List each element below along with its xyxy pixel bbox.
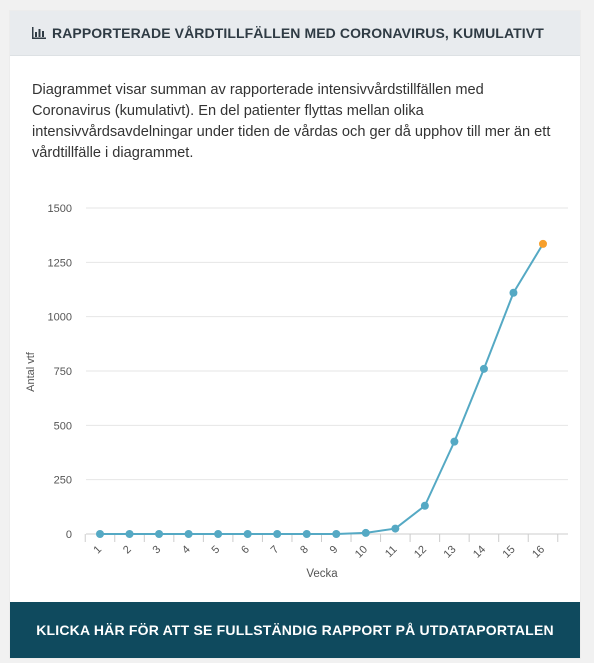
- card-header: RAPPORTERADE VÅRDTILLFÄLLEN MED CORONAVI…: [10, 11, 580, 56]
- x-tick-label: 1: [91, 544, 104, 557]
- x-tick-label: 6: [239, 544, 252, 557]
- y-tick-label: 500: [54, 420, 72, 432]
- chart-description: Diagrammet visar summan av rapporterade …: [32, 82, 551, 161]
- data-point-highlighted: [539, 239, 547, 248]
- data-point: [96, 530, 104, 538]
- y-axis-label: Antal vtf: [25, 351, 37, 392]
- y-tick-label: 750: [54, 366, 72, 378]
- x-tick-label: 5: [210, 544, 223, 557]
- y-tick-label: 250: [54, 475, 72, 487]
- y-tick-label: 0: [66, 529, 72, 541]
- data-point: [243, 530, 252, 538]
- data-point: [302, 530, 311, 538]
- x-tick-label: 11: [383, 544, 400, 561]
- y-tick-label: 1000: [48, 312, 72, 324]
- data-point: [509, 288, 518, 297]
- x-tick-label: 16: [530, 544, 547, 561]
- data-point: [214, 530, 223, 538]
- full-report-button[interactable]: KLICKA HÄR FÖR ATT SE FULLSTÄNDIG RAPPOR…: [10, 602, 580, 658]
- x-tick-label: 8: [298, 544, 311, 557]
- data-point: [391, 524, 400, 533]
- data-point: [155, 530, 164, 538]
- data-point: [479, 364, 488, 373]
- series-vardtillfallen: [96, 239, 547, 538]
- report-card: RAPPORTERADE VÅRDTILLFÄLLEN MED CORONAVI…: [10, 11, 580, 658]
- x-tick-label: 3: [150, 544, 163, 557]
- series-line: [100, 243, 544, 535]
- y-tick-label: 1250: [48, 257, 72, 269]
- grid-lines: [86, 207, 568, 481]
- x-tick-label: 14: [471, 544, 488, 561]
- data-point: [332, 530, 341, 538]
- x-tick-label: 9: [328, 544, 341, 557]
- x-tick-label: 10: [353, 544, 370, 561]
- bar-chart-icon: [32, 27, 46, 39]
- data-point: [125, 530, 134, 538]
- data-point: [361, 528, 370, 537]
- x-tick-label: 4: [180, 544, 193, 557]
- y-tick-label: 1500: [48, 203, 72, 215]
- data-point: [273, 530, 282, 538]
- x-tick-label: 13: [441, 544, 458, 561]
- x-axis-label: Vecka: [306, 568, 338, 580]
- x-tick-label: 15: [501, 544, 518, 561]
- card-title: RAPPORTERADE VÅRDTILLFÄLLEN MED CORONAVI…: [52, 25, 544, 41]
- data-point: [420, 501, 429, 510]
- data-point: [450, 437, 459, 446]
- x-tick-label: 2: [121, 544, 134, 557]
- x-tick-label: 7: [269, 544, 282, 557]
- data-point: [184, 530, 193, 538]
- x-tick-label: 12: [412, 544, 429, 561]
